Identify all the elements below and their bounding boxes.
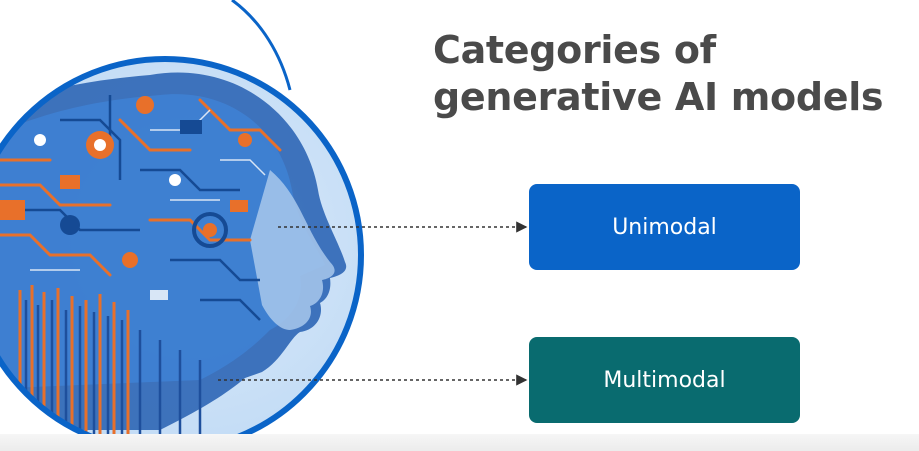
decorative-arc (231, 0, 292, 91)
unimodal-box[interactable]: Unimodal (529, 184, 800, 270)
multimodal-label: Multimodal (603, 367, 726, 393)
circle-border (0, 56, 364, 451)
title-line-2: generative AI models (433, 75, 884, 119)
bottom-strip (0, 434, 919, 451)
circuit-head-image (0, 59, 361, 451)
unimodal-label: Unimodal (612, 214, 717, 240)
multimodal-box[interactable]: Multimodal (529, 337, 800, 423)
slide-title: Categories of generative AI models (433, 27, 903, 121)
title-line-1: Categories of (433, 28, 716, 72)
